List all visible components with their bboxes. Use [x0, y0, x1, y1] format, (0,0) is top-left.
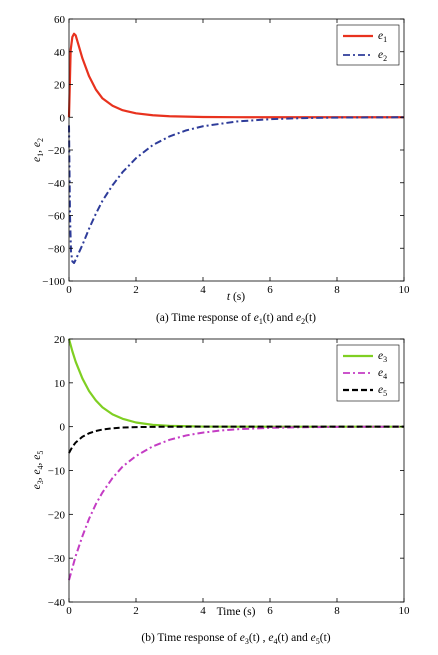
chart-b-caption: (b) Time response of e3(t) , e4(t) and e… [141, 632, 330, 646]
chart-a-x-label: t (s) [227, 291, 245, 303]
chart-b-x-label: Time (s) [217, 606, 256, 618]
y-tick-label: 60 [54, 14, 66, 26]
chart-b: 20 10 0 −10 −20 −30 −40 0 2 4 6 8 10 Time (s) e3, e… [31, 334, 410, 646]
chart-a-legend: e1 e2 [336, 24, 400, 66]
x-tick-label: 10 [399, 605, 411, 617]
series-line-e3 [67, 338, 404, 428]
chart-b-y-tick-labels: 20 10 0 −10 −20 −30 −40 [48, 334, 66, 609]
chart-a-caption: (a) Time response of e1(t) and e2(t) [156, 312, 316, 326]
y-tick-label: 20 [54, 334, 66, 346]
chart-b-y-label: e3, e4, e5 [31, 451, 45, 490]
chart-b-legend: e3 e4 e5 [336, 344, 400, 402]
series-line-e2 [68, 116, 405, 264]
x-tick-label: 0 [66, 605, 72, 617]
series-line-e1 [67, 32, 404, 119]
x-tick-label: 8 [334, 284, 340, 296]
x-tick-label: 2 [133, 605, 139, 617]
chart-a-x-tick-labels: 0 2 4 6 8 10 [66, 284, 410, 296]
y-tick-label: −60 [48, 211, 66, 223]
chart-a: 60 40 20 0 −20 −40 −60 −80 −100 0 2 4 6 8 10 t (s) e1… [31, 14, 410, 326]
y-tick-label: 20 [54, 80, 66, 92]
y-tick-label: 40 [54, 47, 66, 59]
y-tick-label: 10 [54, 378, 66, 390]
legend-e5-label: e5 [378, 384, 387, 398]
y-tick-label: −10 [48, 466, 66, 478]
series-line-e4 [68, 425, 405, 581]
y-tick-label: 0 [60, 112, 66, 124]
y-tick-label: −100 [42, 276, 65, 288]
x-tick-label: 6 [267, 605, 273, 617]
chart-a-y-label: e1, e2 [31, 138, 45, 162]
y-tick-label: −40 [48, 597, 66, 609]
chart-a-legend-box [336, 24, 400, 66]
y-tick-label: −40 [48, 178, 66, 190]
x-tick-label: 10 [399, 284, 411, 296]
x-tick-label: 2 [133, 284, 139, 296]
chart-b-curves [67, 338, 405, 581]
chart-a-frame [68, 18, 405, 282]
chart-b-frame [68, 338, 405, 603]
legend-e2-label: e2 [378, 49, 387, 63]
legend-e4-label: e4 [378, 367, 387, 381]
series-line-e5 [68, 425, 404, 454]
x-tick-label: 0 [66, 284, 72, 296]
x-tick-label: 6 [267, 284, 273, 296]
chart-a-curves [67, 32, 405, 264]
x-tick-label: 4 [200, 284, 206, 296]
y-tick-label: −20 [48, 145, 66, 157]
y-tick-label: −20 [48, 509, 66, 521]
y-tick-label: 0 [60, 422, 66, 434]
legend-e3-label: e3 [378, 350, 387, 364]
legend-e1-label: e1 [378, 30, 387, 44]
y-tick-label: −80 [48, 243, 66, 255]
y-tick-label: −30 [48, 553, 66, 565]
chart-b-x-tick-labels: 0 2 4 6 8 10 [66, 605, 410, 617]
x-tick-label: 4 [200, 605, 206, 617]
chart-a-y-tick-labels: 60 40 20 0 −20 −40 −60 −80 −100 [42, 14, 65, 288]
x-tick-label: 8 [334, 605, 340, 617]
